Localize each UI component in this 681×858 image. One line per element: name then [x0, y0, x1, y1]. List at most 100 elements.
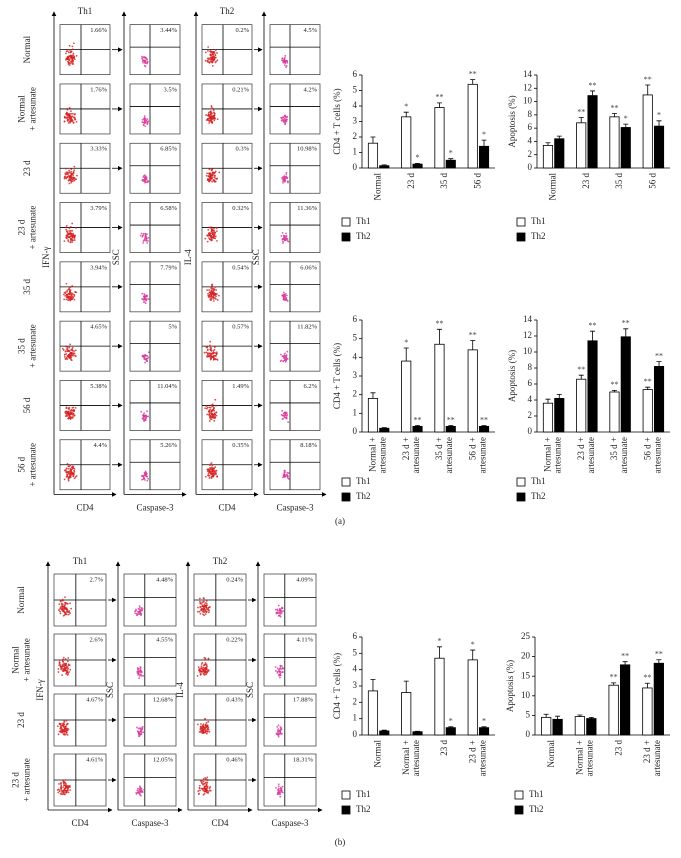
event-dot [202, 783, 204, 786]
event-dot [214, 231, 217, 234]
bar [608, 684, 619, 736]
x-tick-label: artesunate [477, 437, 487, 473]
event-dot [73, 293, 76, 296]
event-dot [204, 776, 207, 779]
event-dot [207, 175, 210, 177]
event-dot [210, 412, 213, 415]
event-dot [65, 117, 68, 119]
event-dot [71, 349, 74, 352]
event-dot [139, 606, 141, 609]
event-dot [66, 410, 69, 413]
event-dot [68, 406, 71, 409]
event-dot [73, 469, 76, 472]
event-dot [207, 658, 210, 660]
event-dot [139, 669, 142, 672]
event-dot [279, 791, 282, 794]
event-dot [279, 793, 281, 795]
event-dot [213, 412, 216, 415]
event-dot [63, 611, 66, 614]
event-dot [140, 730, 143, 733]
gate-percent: 2.7% [89, 576, 103, 583]
event-dot [66, 358, 69, 361]
event-dot [213, 52, 216, 55]
event-dot [283, 179, 286, 182]
event-dot [70, 607, 73, 610]
event-dot [216, 299, 219, 301]
gate-percent: 6.06% [300, 264, 317, 271]
event-dot [141, 292, 144, 295]
panel-label: (b) [335, 837, 346, 847]
event-dot [202, 600, 205, 603]
significance: * [471, 640, 475, 649]
event-dot [210, 284, 213, 286]
plot-box [129, 142, 181, 194]
event-dot [206, 57, 209, 60]
event-dot [283, 411, 286, 414]
event-dot [137, 727, 140, 730]
y-tick-label: 14 [523, 69, 533, 79]
event-dot [64, 603, 67, 606]
event-dot [62, 660, 65, 663]
x-tick-label: artesunate [411, 740, 421, 776]
event-dot [282, 357, 285, 359]
event-dot [201, 661, 204, 664]
event-dot [276, 725, 279, 728]
event-dot [69, 295, 72, 298]
event-dot [140, 674, 143, 677]
event-dot [71, 119, 74, 122]
gate-percent: 0.21% [232, 86, 249, 93]
error-bar [623, 328, 629, 337]
event-dot [215, 289, 218, 291]
event-dot [281, 606, 284, 609]
event-dot [141, 118, 144, 121]
event-dot [212, 416, 214, 419]
significance: * [624, 114, 628, 123]
event-dot [68, 171, 71, 174]
event-dot [136, 726, 138, 729]
event-dot [284, 352, 286, 355]
bar [467, 349, 478, 433]
event-dot [71, 285, 74, 287]
error-bar [470, 340, 476, 350]
significance: ** [610, 673, 618, 682]
event-dot [136, 670, 139, 673]
event-dot [214, 472, 216, 475]
event-dot [141, 121, 144, 123]
gate-percent: 3.5% [163, 86, 177, 93]
event-dot [137, 792, 140, 794]
event-dot [211, 227, 213, 230]
event-dot [207, 46, 210, 48]
event-dot [67, 664, 70, 667]
event-dot [277, 724, 280, 727]
event-dot [137, 732, 140, 734]
event-dot [286, 350, 289, 353]
event-dot [279, 787, 282, 790]
event-dot [145, 295, 148, 298]
event-dot [68, 106, 71, 109]
event-dot [202, 666, 205, 669]
event-dot [277, 604, 280, 607]
y-axis-label: IL-4 [175, 682, 185, 698]
plot-box [269, 142, 321, 194]
x-tick-label: 35 d [614, 173, 624, 189]
event-dot [281, 409, 284, 412]
event-dot [64, 167, 67, 170]
event-dot [283, 354, 286, 356]
event-dot [215, 353, 218, 356]
event-dot [68, 49, 71, 51]
legend-label: Th2 [356, 804, 371, 814]
event-dot [67, 791, 70, 794]
event-dot [67, 479, 70, 482]
event-dot [144, 179, 146, 182]
x-tick-label: artesunate [586, 437, 596, 473]
event-dot [146, 120, 149, 123]
gate-percent: 11.36% [297, 205, 317, 212]
event-dot [56, 725, 59, 728]
event-dot [58, 603, 61, 606]
event-dot [214, 54, 217, 56]
gate-percent: 1.66% [90, 27, 107, 34]
event-dot [64, 291, 67, 294]
event-dot [144, 297, 146, 299]
event-dot [141, 417, 144, 420]
event-dot [279, 674, 282, 677]
